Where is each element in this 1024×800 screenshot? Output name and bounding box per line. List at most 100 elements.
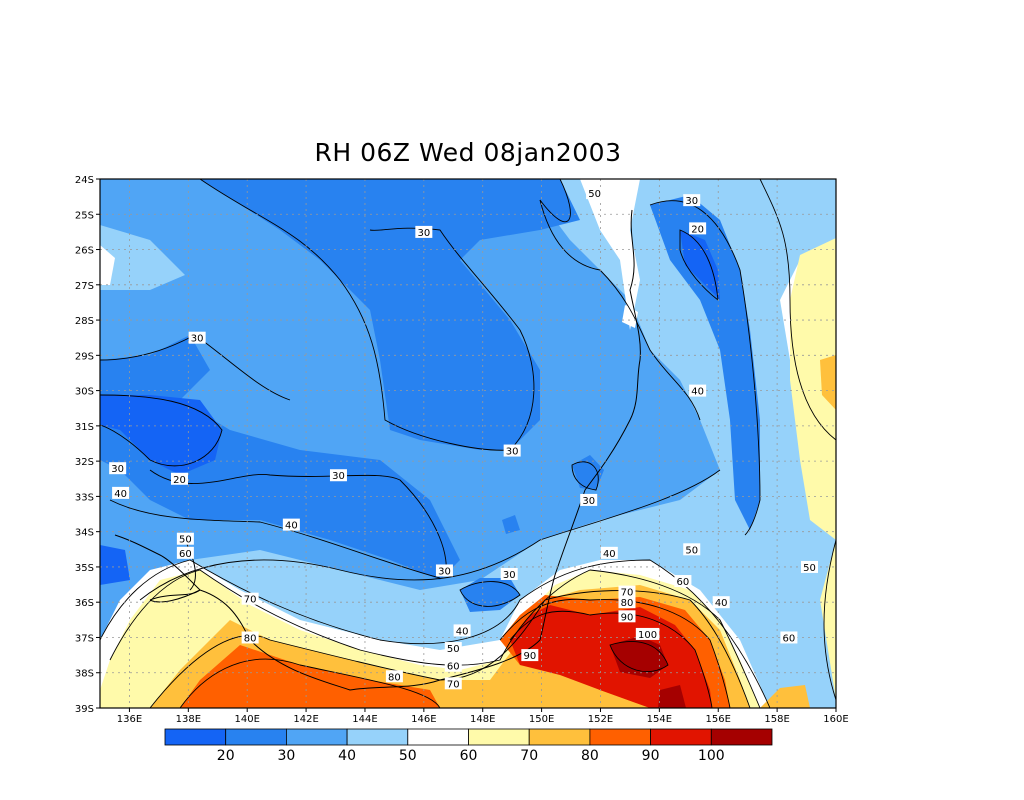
contour-label: 30 xyxy=(683,194,701,207)
contour-label: 50 xyxy=(176,532,194,546)
colorbar: 20 30 40 50 60 70 80 90 100 xyxy=(164,728,773,764)
contour-label: 20 xyxy=(170,472,188,486)
svg-text:30: 30 xyxy=(685,196,698,207)
lat-lon-grid xyxy=(100,179,836,708)
svg-text:60: 60 xyxy=(783,633,796,644)
contour-label: 90 xyxy=(618,610,636,623)
lat-tick-label: 26S xyxy=(75,246,94,257)
colorbar-swatch xyxy=(468,728,530,746)
contour-lines xyxy=(100,179,836,708)
contour-label: 30 xyxy=(329,469,347,482)
contour-label: 50 xyxy=(586,187,604,200)
lat-tick-label: 30S xyxy=(75,387,94,398)
contour-label: 30 xyxy=(500,567,518,581)
svg-text:70: 70 xyxy=(244,595,257,606)
lat-tick-label: 31S xyxy=(75,422,94,433)
colorbar-label: 100 xyxy=(698,748,725,764)
lon-tick-label: 150E xyxy=(529,714,554,725)
contour-label: 50 xyxy=(444,642,462,655)
svg-text:30: 30 xyxy=(582,496,595,507)
lat-tick-label: 34S xyxy=(75,528,94,539)
lon-tick-label: 146E xyxy=(411,714,436,725)
svg-text:40: 40 xyxy=(691,387,704,398)
svg-text:60: 60 xyxy=(677,577,690,588)
colorbar-swatch xyxy=(225,728,287,746)
svg-text:50: 50 xyxy=(179,535,192,546)
lat-tick-label: 37S xyxy=(75,633,94,644)
contour-label: 50 xyxy=(683,543,701,556)
lon-tick-label: 140E xyxy=(234,714,259,725)
svg-text:50: 50 xyxy=(588,189,601,200)
colorbar-label: 90 xyxy=(642,748,660,764)
colorbar-swatch xyxy=(650,728,712,746)
lon-tick-label: 156E xyxy=(706,714,731,725)
contour-label: 40 xyxy=(712,596,730,609)
contour-label: 60 xyxy=(444,659,462,673)
lon-tick-label: 152E xyxy=(588,714,613,725)
contour-label: 40 xyxy=(453,624,471,637)
svg-text:40: 40 xyxy=(114,489,127,500)
svg-text:70: 70 xyxy=(621,588,634,599)
svg-text:90: 90 xyxy=(523,651,536,662)
lat-tick-label: 39S xyxy=(75,704,94,715)
contour-label: 80 xyxy=(385,670,403,683)
svg-text:40: 40 xyxy=(285,521,298,532)
colorbar-swatch xyxy=(528,728,591,746)
svg-text:30: 30 xyxy=(191,334,204,345)
contour-label: 40 xyxy=(112,486,130,500)
lon-tick-label: 148E xyxy=(470,714,495,725)
lat-tick-label: 36S xyxy=(75,598,94,609)
lon-tick-label: 142E xyxy=(293,714,318,725)
svg-text:80: 80 xyxy=(388,672,401,683)
latitude-axis: 24S 25S 26S 27S 28S 29S 30S 31S 32S 33S 34S 35S 36S 3… xyxy=(75,175,100,715)
svg-text:100: 100 xyxy=(638,630,657,641)
svg-text:30: 30 xyxy=(332,471,345,482)
svg-text:70: 70 xyxy=(447,679,460,690)
colorbar-swatch xyxy=(346,728,409,746)
svg-text:30: 30 xyxy=(111,464,124,475)
lon-tick-label: 160E xyxy=(823,714,848,725)
contour-label: 100 xyxy=(635,627,660,641)
contour-label: 60 xyxy=(674,575,692,588)
contour-labels: 30 50 30 20 30 40 30 30 20 30 40 30 40 50 60 40 50 30 30 50… xyxy=(109,187,819,690)
contour-label: 70 xyxy=(618,585,636,599)
contour-label: 40 xyxy=(282,518,300,532)
lon-tick-label: 144E xyxy=(352,714,377,725)
lat-tick-label: 35S xyxy=(75,563,94,574)
colorbar-label: 20 xyxy=(217,748,235,764)
svg-text:40: 40 xyxy=(603,549,616,560)
svg-text:80: 80 xyxy=(244,633,257,644)
colorbar-swatch xyxy=(710,728,773,746)
svg-text:60: 60 xyxy=(179,549,192,560)
contour-label: 40 xyxy=(689,384,707,398)
svg-text:30: 30 xyxy=(438,566,451,577)
contour-label: 80 xyxy=(241,631,259,644)
svg-text:30: 30 xyxy=(506,447,519,458)
svg-text:40: 40 xyxy=(456,626,469,637)
lat-tick-label: 29S xyxy=(75,351,94,362)
colorbar-label: 60 xyxy=(460,748,478,764)
colorbar-label: 50 xyxy=(399,748,417,764)
lat-tick-label: 32S xyxy=(75,457,94,468)
lat-tick-label: 24S xyxy=(75,175,94,186)
contour-label: 20 xyxy=(689,222,707,235)
lat-tick-label: 27S xyxy=(75,281,94,292)
colorbar-swatch xyxy=(589,728,652,746)
contour-label: 30 xyxy=(188,331,206,345)
contour-label: 40 xyxy=(600,546,618,560)
contour-label: 90 xyxy=(521,649,539,662)
svg-text:30: 30 xyxy=(503,570,516,581)
lat-tick-label: 38S xyxy=(75,669,94,680)
lat-tick-label: 25S xyxy=(75,210,94,221)
colorbar-label: 40 xyxy=(338,748,356,764)
lon-tick-label: 154E xyxy=(647,714,672,725)
contour-label: 60 xyxy=(176,546,194,560)
contour-label: 30 xyxy=(503,444,521,458)
contour-label: 30 xyxy=(435,564,453,577)
svg-text:80: 80 xyxy=(621,598,634,609)
map-frame xyxy=(99,178,837,709)
colorbar-label: 80 xyxy=(581,748,599,764)
lon-tick-label: 136E xyxy=(117,714,142,725)
svg-text:40: 40 xyxy=(715,598,728,609)
colorbar-label: 30 xyxy=(277,748,295,764)
